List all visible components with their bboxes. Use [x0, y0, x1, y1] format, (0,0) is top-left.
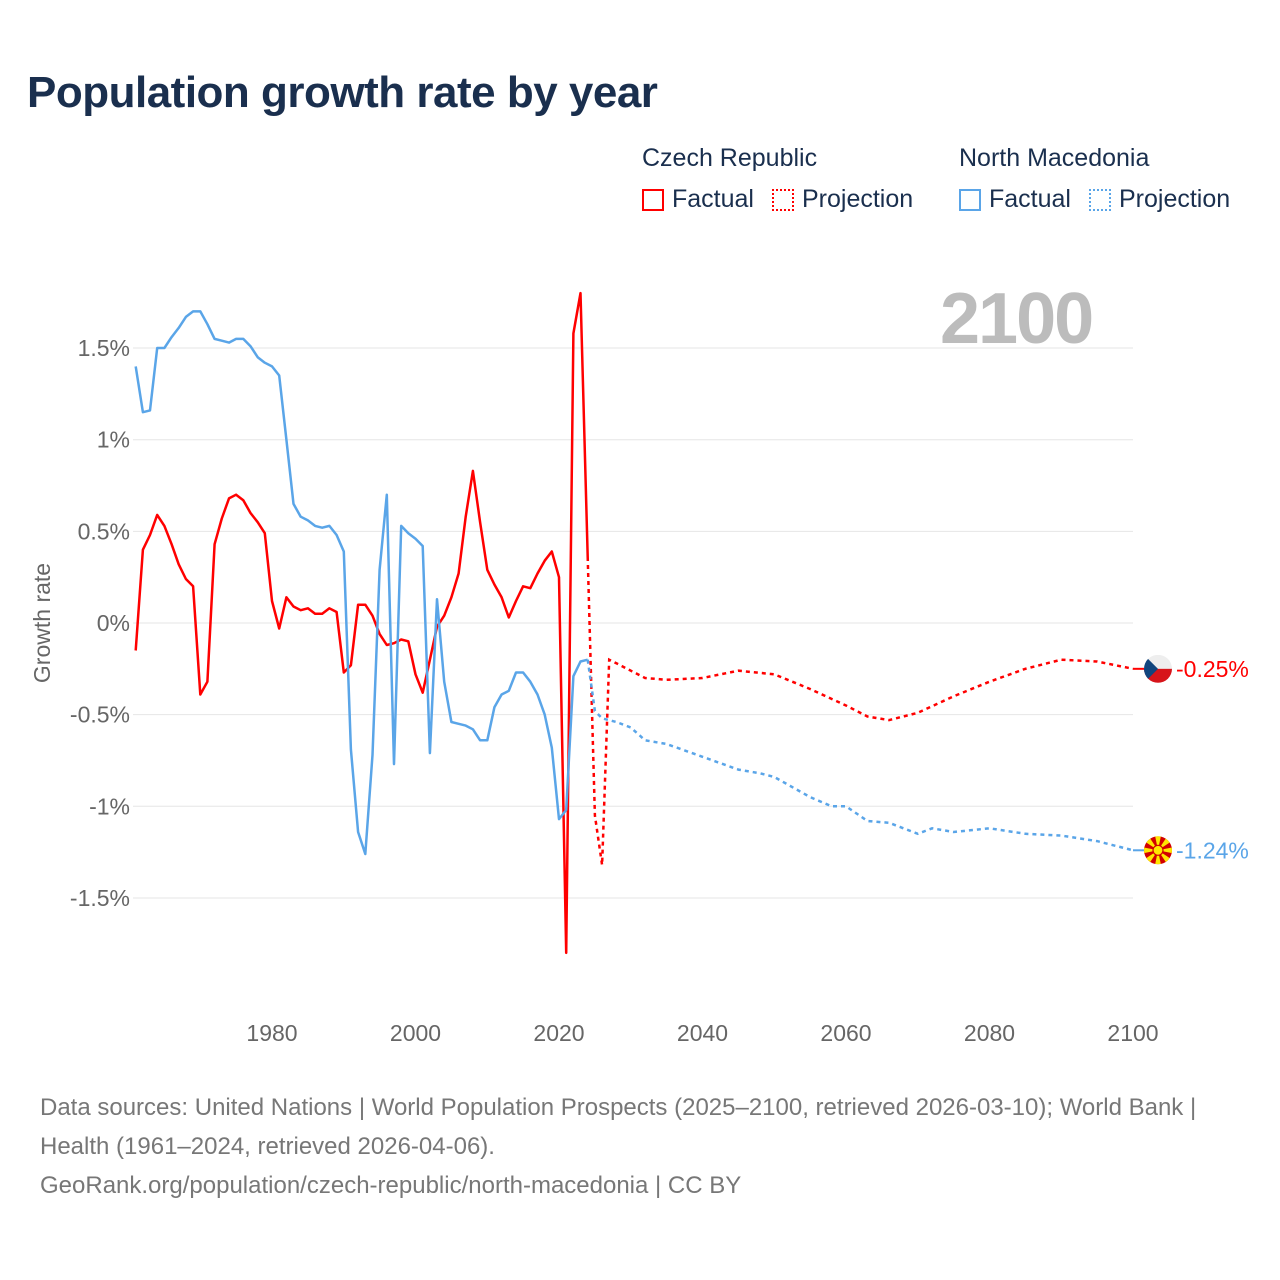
- y-tick-label: 0.5%: [78, 518, 130, 544]
- legend-north-macedonia: North Macedonia Factual Projection: [959, 144, 1230, 214]
- x-tick-label: 2000: [390, 1020, 441, 1046]
- y-tick-label: 0%: [97, 610, 130, 636]
- legend-factual-label: Factual: [672, 185, 754, 213]
- legend-projection-label: Projection: [1118, 185, 1231, 213]
- y-tick-label: 1.5%: [78, 335, 130, 361]
- czech-republic-projection-line: [586, 556, 1134, 866]
- y-axis-label: Growth rate: [29, 563, 55, 683]
- y-tick-label: -0.5%: [70, 702, 130, 728]
- legend-czech-republic: Czech Republic Factual Projection: [642, 144, 931, 214]
- flag-blue-triangle: [1144, 654, 1158, 683]
- north-macedonia-projection-line: [586, 659, 1134, 852]
- czech-republic-factual-line: [134, 291, 589, 955]
- source-link[interactable]: GeoRank.org/population/czech-republic/no…: [40, 1172, 742, 1199]
- legend-factual-label: Factual: [989, 185, 1071, 213]
- current-year-label: 2100: [940, 279, 1094, 359]
- north-macedonia-end-label: -1.24%: [1176, 837, 1249, 863]
- y-tick-label: -1%: [89, 793, 130, 819]
- flag-sun-ray: [1153, 850, 1163, 865]
- x-tick-label: 2080: [964, 1020, 1015, 1046]
- flag-sun: [1152, 844, 1164, 856]
- x-tick-label: 2040: [677, 1020, 728, 1046]
- y-tick-label: -1.5%: [70, 885, 130, 911]
- flag-sun-ray: [1144, 846, 1158, 855]
- page-title: Population growth rate by year: [27, 68, 658, 117]
- factual-swatch-icon: [959, 188, 981, 211]
- data-sources: Data sources: United Nations | World Pop…: [40, 1094, 1197, 1160]
- x-tick-label: 2100: [1107, 1020, 1158, 1046]
- projection-swatch-icon: [771, 188, 794, 211]
- projection-swatch-icon: [1088, 188, 1111, 211]
- legend-group-name: Czech Republic: [642, 144, 818, 172]
- y-tick-label: 1%: [97, 427, 130, 453]
- flag-sun-ray: [1158, 846, 1172, 855]
- footer: Data sources: United Nations | World Pop…: [40, 1088, 1240, 1205]
- x-tick-label: 1980: [246, 1020, 297, 1046]
- x-tick-label: 2020: [533, 1020, 584, 1046]
- north-macedonia-factual-line: [134, 310, 589, 856]
- x-tick-label: 2060: [820, 1020, 871, 1046]
- czech-republic-flag-icon: [1144, 654, 1172, 683]
- factual-swatch-icon: [642, 188, 664, 211]
- legend-group-name: North Macedonia: [959, 144, 1150, 172]
- legend-projection-label: Projection: [801, 185, 914, 213]
- czech-republic-end-label: -0.25%: [1176, 656, 1249, 682]
- flag-sun-ray: [1153, 836, 1163, 851]
